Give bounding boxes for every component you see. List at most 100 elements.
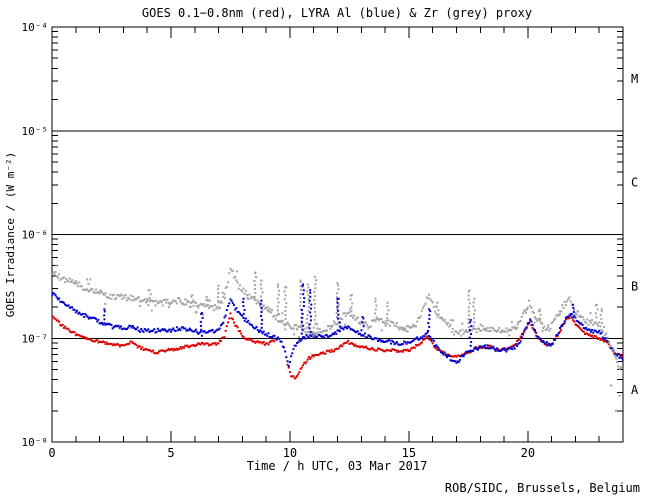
data-dot [401, 343, 404, 346]
data-dot [325, 334, 328, 337]
data-dot [319, 331, 322, 334]
data-dot [554, 337, 557, 340]
data-dot [380, 329, 383, 332]
data-dot [572, 316, 575, 319]
data-dot [114, 298, 117, 301]
data-dot [205, 342, 208, 345]
data-dot [117, 294, 120, 297]
data-dot [222, 336, 225, 339]
data-dot [595, 336, 598, 339]
data-dot [508, 347, 511, 350]
data-dot [242, 297, 245, 300]
data-dot [91, 339, 94, 342]
data-dot [336, 329, 339, 332]
data-dot [387, 349, 390, 352]
data-dot [447, 354, 450, 357]
data-dot [262, 341, 265, 344]
data-dot [198, 342, 201, 345]
data-dot [201, 316, 204, 319]
data-dot [511, 326, 514, 329]
data-dot [181, 326, 184, 329]
data-dot [291, 375, 294, 378]
data-dot [208, 344, 211, 347]
data-dot [356, 330, 359, 333]
data-dot [612, 351, 615, 354]
data-dot [282, 346, 285, 349]
data-dot [306, 335, 309, 338]
data-dot [103, 308, 106, 311]
data-dot [438, 349, 441, 352]
data-dot [538, 319, 541, 322]
data-dot [272, 335, 275, 338]
data-dot [399, 343, 402, 346]
data-dot [150, 330, 153, 333]
data-dot [520, 336, 523, 339]
data-dot [254, 327, 257, 330]
data-dot [280, 340, 283, 343]
data-dot [315, 353, 318, 356]
data-dot [522, 312, 525, 315]
data-dot [429, 338, 432, 341]
data-dot [260, 287, 263, 290]
data-dot [238, 284, 241, 287]
data-dot [312, 326, 315, 329]
data-dot [300, 332, 303, 335]
data-dot [616, 353, 619, 356]
data-dot [261, 332, 264, 335]
data-dot [119, 293, 122, 296]
data-dot [493, 348, 496, 351]
data-dot [148, 289, 151, 292]
data-dot [140, 300, 143, 303]
data-dot [129, 325, 132, 328]
data-dot [422, 338, 425, 341]
data-dot [337, 297, 340, 300]
data-dot [136, 346, 139, 349]
data-dot [266, 334, 269, 337]
data-dot [68, 277, 71, 280]
data-dot [385, 340, 388, 343]
data-dot [426, 329, 429, 332]
data-dot [112, 343, 115, 346]
data-dot [52, 294, 53, 297]
data-dot [370, 319, 373, 322]
data-dot [375, 349, 378, 352]
data-dot [192, 304, 195, 307]
data-dot [56, 319, 59, 322]
data-dot [118, 345, 121, 348]
data-dot [228, 317, 231, 320]
data-dot [156, 327, 159, 330]
data-dot [510, 320, 513, 323]
data-dot [431, 337, 434, 340]
data-dot [418, 338, 421, 341]
data-dot [185, 303, 188, 306]
data-dot [70, 331, 73, 334]
data-dot [315, 279, 318, 282]
data-dot [412, 339, 415, 342]
data-dot [600, 308, 603, 311]
data-dot [253, 327, 256, 330]
data-dot [52, 315, 55, 318]
data-dot [77, 285, 80, 288]
data-dot [450, 355, 453, 358]
data-dot [196, 304, 199, 307]
data-dot [413, 325, 416, 328]
data-dot [212, 342, 215, 345]
data-dot [367, 348, 370, 351]
data-dot [573, 314, 576, 317]
data-dot [259, 283, 262, 286]
data-dot [185, 344, 188, 347]
data-dot [472, 327, 475, 330]
data-dot [582, 327, 585, 330]
data-dot [307, 298, 310, 301]
data-dot [611, 349, 614, 352]
y-tick-label: 10⁻⁵ [22, 125, 49, 138]
data-dot [622, 355, 623, 358]
data-dot [494, 349, 497, 352]
data-dot [341, 345, 344, 348]
data-dot [577, 326, 580, 329]
data-dot [84, 313, 87, 316]
data-dot [156, 352, 159, 355]
data-dot [498, 349, 501, 352]
data-dot [127, 326, 130, 329]
data-dot [449, 323, 452, 326]
